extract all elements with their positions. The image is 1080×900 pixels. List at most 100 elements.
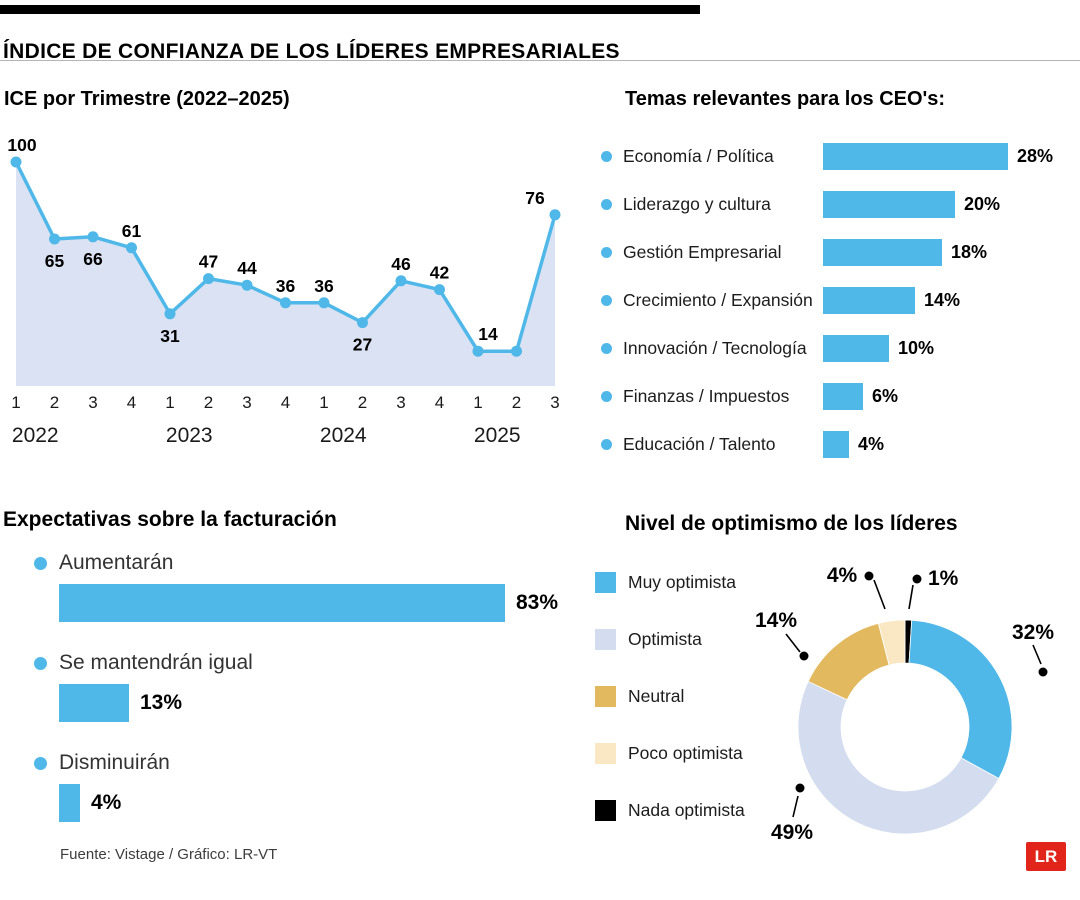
legend-label: Muy optimista bbox=[628, 572, 736, 592]
expectation-item-disminuir-n: Disminuirán 4% bbox=[0, 748, 558, 822]
topic-label: Finanzas / Impuestos bbox=[623, 385, 790, 406]
legend-swatch bbox=[595, 629, 616, 650]
data-point bbox=[164, 308, 176, 320]
bullet-icon bbox=[601, 390, 612, 402]
legend-item-nada-optimista: Nada optimista bbox=[595, 782, 745, 839]
data-point bbox=[280, 297, 291, 309]
point-value-label: 66 bbox=[83, 249, 103, 269]
optimism-donut-chart: 32% 49% 14% 4% 1% bbox=[730, 555, 1080, 875]
donut-percentage-poco-optimista: 4% bbox=[827, 564, 858, 587]
expectation-percentage: 4% bbox=[91, 791, 122, 814]
data-point bbox=[241, 279, 253, 291]
topic-percentage: 6% bbox=[872, 385, 899, 406]
bullet-icon bbox=[34, 756, 47, 770]
topic-row-innovaci-n-tecnolog-a: Innovación / Tecnología 10% bbox=[590, 324, 1080, 372]
donut-segment-muy-optimista bbox=[908, 619, 1013, 780]
topic-bar bbox=[823, 190, 955, 218]
expectation-label: Aumentarán bbox=[59, 551, 174, 574]
quarter-tick-label: 4 bbox=[127, 393, 136, 412]
expectation-header: Aumentarán bbox=[0, 548, 558, 578]
bullet-icon bbox=[601, 246, 612, 258]
legend-item-muy-optimista: Muy optimista bbox=[595, 554, 745, 611]
topic-percentage: 4% bbox=[858, 433, 885, 454]
topic-bar bbox=[823, 382, 863, 410]
bullet-icon bbox=[601, 438, 612, 450]
panel-ceo-topics: Temas relevantes para los CEO's: Economí… bbox=[590, 88, 1080, 468]
data-point bbox=[87, 231, 99, 243]
topic-percentage: 20% bbox=[964, 193, 1001, 214]
topic-bar bbox=[823, 238, 942, 266]
topics-bar-list: Economía / Política 28% Liderazgo y cultur… bbox=[590, 132, 1080, 468]
point-value-label: 36 bbox=[276, 276, 296, 296]
quarter-tick-label: 2 bbox=[512, 393, 521, 412]
legend-label: Neutral bbox=[628, 686, 685, 706]
quarter-tick-label: 3 bbox=[396, 393, 405, 412]
year-label: 2022 bbox=[12, 424, 59, 447]
topic-bar bbox=[823, 286, 915, 314]
expectation-header: Se mantendrán igual bbox=[0, 648, 558, 678]
topic-row-crecimiento-expansi-n: Crecimiento / Expansión 14% bbox=[590, 276, 1080, 324]
legend-label: Nada optimista bbox=[628, 800, 745, 820]
lr-logo: LR bbox=[1026, 842, 1066, 871]
legend-item-neutral: Neutral bbox=[595, 668, 745, 725]
legend-swatch bbox=[595, 572, 616, 593]
expectation-item-se-mantendr-n-igual: Se mantendrán igual 13% bbox=[0, 648, 558, 722]
quarter-tick-label: 1 bbox=[11, 393, 20, 412]
expectation-bar bbox=[59, 784, 80, 822]
callout-line bbox=[873, 579, 886, 610]
data-point bbox=[10, 156, 22, 168]
point-value-label: 36 bbox=[314, 276, 334, 296]
expectation-bar bbox=[59, 684, 129, 722]
point-value-label: 14 bbox=[478, 324, 498, 344]
quarter-tick-label: 2 bbox=[50, 393, 59, 412]
ice-chart-title: ICE por Trimestre (2022–2025) bbox=[4, 88, 290, 110]
topic-label: Economía / Política bbox=[623, 145, 774, 166]
optimism-legend: Muy optimista Optimista Neutral Poco optimi… bbox=[595, 554, 745, 839]
point-value-label: 61 bbox=[122, 221, 142, 241]
topic-percentage: 10% bbox=[898, 337, 935, 358]
year-label: 2023 bbox=[166, 424, 213, 447]
topic-row-liderazgo-y-cultura: Liderazgo y cultura 20% bbox=[590, 180, 1080, 228]
donut-percentage-neutral: 14% bbox=[755, 609, 797, 632]
legend-item-optimista: Optimista bbox=[595, 611, 745, 668]
quarter-tick-label: 4 bbox=[435, 393, 444, 412]
point-value-label: 46 bbox=[391, 254, 411, 274]
area-fill bbox=[16, 162, 555, 386]
donut-percentage-optimista: 49% bbox=[771, 821, 813, 844]
data-point bbox=[395, 275, 407, 287]
topic-label: Crecimiento / Expansión bbox=[623, 289, 813, 310]
quarter-tick-label: 4 bbox=[281, 393, 290, 412]
point-value-label: 76 bbox=[525, 188, 545, 208]
point-value-label: 47 bbox=[199, 252, 218, 272]
top-black-bar bbox=[0, 5, 700, 14]
expectation-percentage: 13% bbox=[140, 691, 183, 714]
point-value-label: 65 bbox=[45, 251, 65, 271]
bullet-icon bbox=[601, 150, 612, 162]
expectations-title: Expectativas sobre la facturación bbox=[3, 508, 337, 531]
legend-label: Optimista bbox=[628, 629, 702, 649]
topic-percentage: 14% bbox=[924, 289, 961, 310]
point-value-label: 44 bbox=[237, 258, 257, 278]
data-point bbox=[549, 209, 561, 221]
panel-billing-expectations: Expectativas sobre la facturación Aument… bbox=[0, 508, 580, 838]
callout-dot bbox=[795, 783, 805, 793]
callout-line bbox=[785, 633, 801, 653]
expectation-bar-row: 4% bbox=[0, 784, 558, 822]
quarter-tick-label: 1 bbox=[165, 393, 174, 412]
donut-percentage-muy-optimista: 32% bbox=[1012, 621, 1054, 644]
callout-dot bbox=[912, 574, 922, 584]
expectation-percentage: 83% bbox=[516, 591, 559, 614]
callout-line bbox=[792, 795, 799, 818]
quarter-tick-label: 3 bbox=[88, 393, 97, 412]
bullet-icon bbox=[601, 294, 612, 306]
donut-segment-poco-optimista bbox=[877, 619, 906, 666]
data-point bbox=[472, 345, 484, 357]
legend-item-poco-optimista: Poco optimista bbox=[595, 725, 745, 782]
callout-line bbox=[908, 584, 914, 610]
panel-ice-trend: ICE por Trimestre (2022–2025) 100 65 66 61 3… bbox=[4, 88, 579, 458]
quarter-tick-label: 2 bbox=[204, 393, 213, 412]
optimism-title: Nivel de optimismo de los líderes bbox=[625, 512, 958, 535]
legend-swatch bbox=[595, 686, 616, 707]
point-value-label: 100 bbox=[7, 135, 36, 155]
